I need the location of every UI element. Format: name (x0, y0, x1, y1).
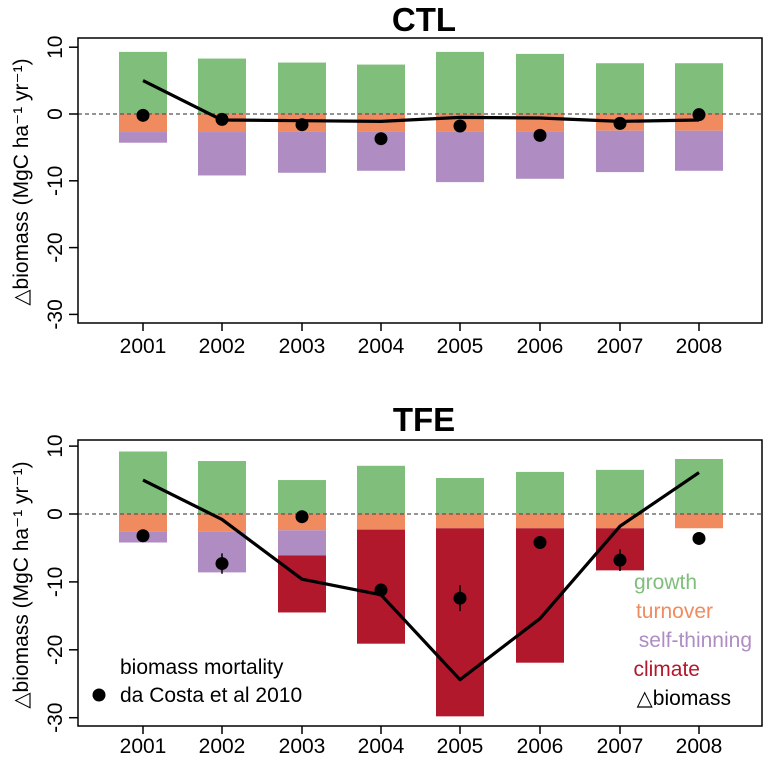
x-tick-label-2004: 2004 (358, 335, 405, 358)
observed-point-2003 (295, 118, 309, 132)
panel-tfe: TFE 10 0 -10 -20 -30 2001 2002 2003 2004 2005 2006 2… (10, 401, 763, 758)
legend-climate: climate (633, 658, 700, 681)
observed-point-2005 (453, 119, 467, 133)
legend-mortality-heading: biomass mortality (120, 656, 284, 679)
bar-growth-2002 (198, 461, 246, 514)
legend-growth: growth (634, 571, 697, 594)
bar-turnover-2008 (675, 514, 723, 529)
bar-climate-2006 (516, 528, 564, 663)
observed-point-2002 (215, 112, 229, 126)
observed-point-2001 (136, 529, 150, 543)
observed-point-2006 (533, 128, 547, 142)
x-tick-label-2002: 2002 (199, 735, 246, 758)
delta-biomass-line (142, 79, 700, 123)
observed-point-2004 (374, 583, 388, 597)
bar-turnover-2008 (675, 114, 723, 131)
x-tick-label-2004: 2004 (358, 735, 405, 758)
chart-title-ctl: CTL (392, 1, 456, 38)
plot-frame (77, 439, 763, 727)
panel-ctl: CTL 10 0 -10 -20 -30 2001 2002 2003 2004 2005 2006 2… (10, 1, 763, 358)
bar-turnover-2006 (516, 514, 564, 529)
bar-self-thinning-2008 (675, 130, 723, 171)
bar-growth-2007 (596, 469, 644, 514)
bar-growth-2003 (278, 62, 326, 114)
bar-self-thinning-2005 (436, 131, 484, 183)
bar-growth-2008 (675, 459, 723, 514)
x-tick-label-2003: 2003 (279, 335, 326, 358)
y-tick-label: -20 (44, 232, 67, 262)
bar-growth-2005 (436, 51, 484, 114)
x-tick-label-2008: 2008 (676, 335, 723, 358)
observed-point-2007 (613, 116, 627, 130)
bar-self-thinning-2001 (119, 132, 167, 143)
bar-growth-2004 (357, 465, 405, 514)
y-tick-label: 0 (44, 508, 67, 520)
chart-title-tfe: TFE (393, 401, 455, 438)
observed-point-2005 (453, 591, 467, 605)
bar-growth-2001 (119, 451, 167, 514)
bar-growth-2006 (516, 471, 564, 514)
legend-turnover: turnover (636, 600, 713, 623)
y-tick-label: 0 (44, 108, 67, 120)
y-tick-label: 10 (44, 36, 67, 59)
y-axis-label: △biomass (MgC ha⁻¹ yr⁻¹) (10, 461, 33, 708)
observed-point-2008 (692, 108, 706, 122)
bar-self-thinning-2002 (198, 132, 246, 176)
x-tick-label-2007: 2007 (597, 335, 644, 358)
x-tick-label-2005: 2005 (437, 335, 484, 358)
x-tick-label-2001: 2001 (120, 735, 167, 758)
bar-growth-2007 (596, 63, 644, 114)
observed-point-2006 (533, 536, 547, 550)
bar-growth-2001 (119, 51, 167, 114)
x-tick-label-2003: 2003 (279, 735, 326, 758)
observed-point-2003 (295, 510, 309, 524)
bar-turnover-2005 (436, 514, 484, 529)
bar-self-thinning-2003 (278, 530, 326, 556)
y-tick-label: 10 (44, 434, 67, 457)
y-tick-label: -10 (44, 567, 67, 597)
x-tick-label-2008: 2008 (676, 735, 723, 758)
bar-growth-2002 (198, 58, 246, 114)
y-tick-label: -20 (44, 635, 67, 665)
y-tick-label: -30 (44, 299, 67, 329)
legend-observed-marker (92, 688, 106, 702)
bar-growth-2006 (516, 53, 564, 114)
bar-growth-2005 (436, 478, 484, 514)
x-tick-label-2001: 2001 (120, 335, 167, 358)
y-tick-label: -30 (44, 703, 67, 733)
observed-point-2002 (215, 557, 229, 571)
bar-growth-2003 (278, 480, 326, 514)
legend-observed-label: da Costa et al 2010 (120, 684, 302, 707)
x-tick-label-2006: 2006 (517, 335, 564, 358)
observed-point-2004 (374, 132, 388, 146)
legend-delta-biomass: △biomass (637, 687, 731, 710)
bar-growth-2008 (675, 63, 723, 114)
x-tick-label-2002: 2002 (199, 335, 246, 358)
bar-self-thinning-2003 (278, 131, 326, 173)
legend-self-thinning: self-thinning (639, 629, 752, 652)
legend: growth turnover self-thinning climate △b… (92, 571, 752, 710)
delta-biomass-line (142, 471, 700, 682)
observed-point-2007 (613, 553, 627, 567)
bar-turnover-2001 (119, 514, 167, 532)
y-axis-label: △biomass (MgC ha⁻¹ yr⁻¹) (10, 58, 33, 305)
observed-point-2008 (692, 531, 706, 545)
bar-turnover-2001 (119, 114, 167, 133)
bar-growth-2004 (357, 64, 405, 114)
x-tick-label-2005: 2005 (437, 735, 484, 758)
x-tick-label-2007: 2007 (597, 735, 644, 758)
x-tick-label-2006: 2006 (517, 735, 564, 758)
bar-turnover-2004 (357, 514, 405, 530)
bar-turnover-2002 (198, 514, 246, 532)
bar-self-thinning-2007 (596, 130, 644, 173)
y-tick-label: -10 (44, 166, 67, 196)
observed-point-2001 (136, 108, 150, 122)
plot-frame (77, 37, 763, 324)
bar-climate-2005 (436, 528, 484, 717)
